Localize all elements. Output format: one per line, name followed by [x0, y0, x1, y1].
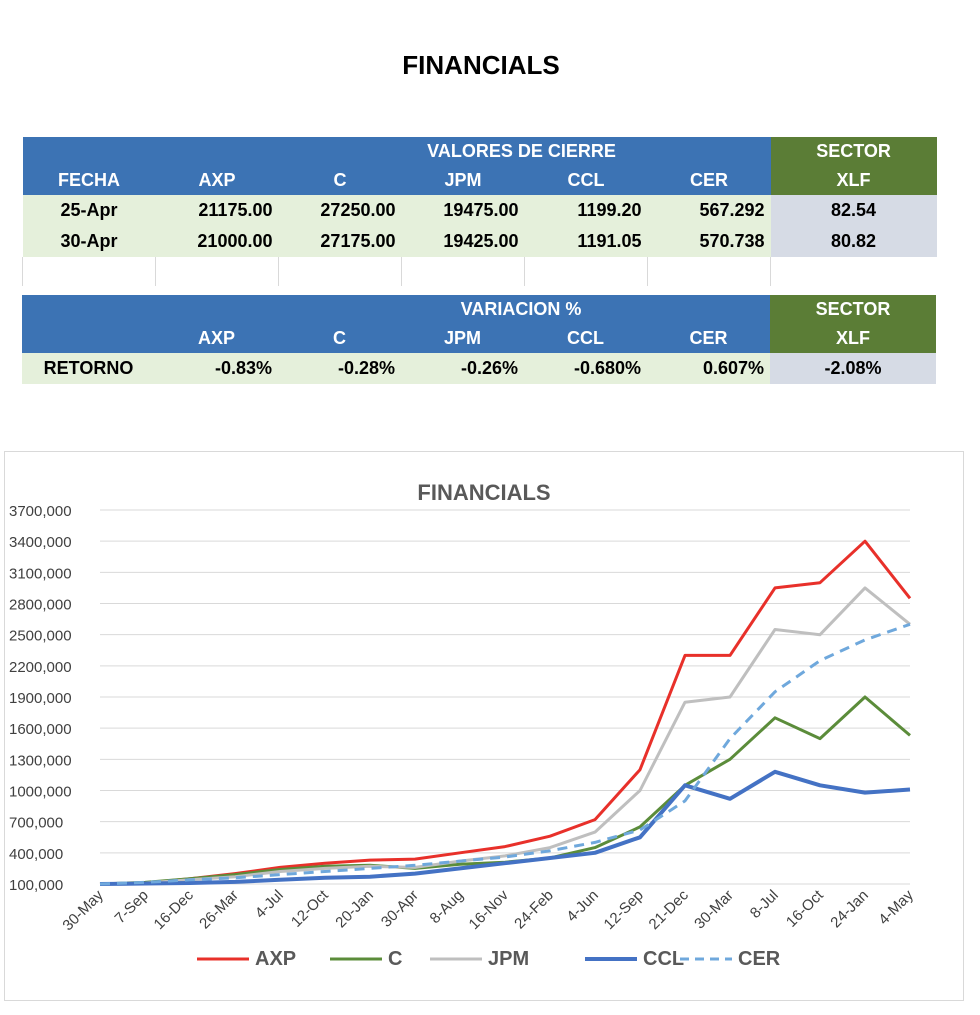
variation-group-header-row: VARIACION % SECTOR [22, 295, 936, 324]
line-chart: FINANCIALS 3700,000 3400,000 3100,000 2800,… [9, 480, 917, 970]
col-header-ccl: CCL [524, 324, 647, 353]
ccl-cell: -0.680% [524, 353, 647, 384]
xlf-cell: -2.08% [770, 353, 936, 384]
legend-label-axp: AXP [255, 948, 296, 970]
series-line-cer [99, 622, 911, 886]
variation-column-header-row: AXP C JPM CCL CER XLF [22, 324, 936, 353]
ccl-cell: 1199.20 [524, 195, 648, 226]
axp-cell: 21175.00 [155, 195, 279, 226]
y-tick-label: 1300,000 [9, 752, 72, 769]
date-cell: 25-Apr [22, 195, 156, 226]
closing-group-header: VALORES DE CIERRE [22, 137, 771, 166]
x-tick-label: 7-Sep [112, 887, 152, 927]
x-tick-label: 30-Apr [378, 887, 422, 931]
jpm-cell: 19475.00 [401, 195, 525, 226]
legend-label-ccl: CCL [643, 948, 684, 970]
y-tick-label: 3100,000 [9, 565, 72, 582]
legend-label-c: C [388, 948, 402, 970]
x-tick-label: 21-Dec [646, 886, 693, 933]
jpm-cell: -0.26% [401, 353, 524, 384]
col-header-jpm: JPM [401, 324, 524, 353]
closing-values-table: VALORES DE CIERRE SECTOR FECHA AXP C JPM… [22, 137, 937, 286]
x-tick-label: 30-Mar [691, 887, 737, 933]
xlf-cell: 80.82 [770, 226, 937, 257]
chart-title: FINANCIALS [417, 480, 550, 505]
col-header-cer: CER [647, 324, 770, 353]
x-tick-label: 4-May [875, 886, 917, 928]
y-tick-label: 700,000 [9, 815, 63, 832]
col-header-empty [22, 324, 155, 353]
chart-container: FINANCIALS 3700,000 3400,000 3100,000 2800,… [4, 451, 964, 1001]
variation-group-header: VARIACION % [22, 295, 770, 324]
c-cell: 27175.00 [278, 226, 402, 257]
x-tick-label: 20-Jan [332, 887, 376, 931]
axp-cell: 21000.00 [155, 226, 279, 257]
table-row: 25-Apr 21175.00 27250.00 19475.00 1199.2… [22, 195, 937, 226]
c-cell: -0.28% [278, 353, 401, 384]
variation-table: VARIACION % SECTOR AXP C JPM CCL CER XLF… [22, 295, 936, 384]
legend-label-cer: CER [738, 948, 781, 970]
col-header-axp: AXP [155, 324, 278, 353]
col-header-jpm: JPM [401, 166, 525, 195]
col-header-xlf: XLF [770, 324, 936, 353]
xlf-cell: 82.54 [770, 195, 937, 226]
retorno-label: RETORNO [22, 353, 155, 384]
y-tick-label: 1900,000 [9, 690, 72, 707]
y-tick-label: 100,000 [9, 877, 63, 894]
cer-cell: 567.292 [647, 195, 771, 226]
x-tick-label: 8-Jul [747, 887, 782, 922]
legend-label-jpm: JPM [488, 948, 529, 970]
y-tick-label: 1000,000 [9, 784, 72, 801]
x-tick-label: 12-Sep [601, 887, 647, 933]
c-cell: 27250.00 [278, 195, 402, 226]
closing-group-header-row: VALORES DE CIERRE SECTOR [22, 137, 937, 166]
axp-cell: -0.83% [155, 353, 278, 384]
y-tick-label: 2800,000 [9, 597, 72, 614]
x-tick-label: 30-May [59, 886, 107, 934]
col-header-axp: AXP [155, 166, 279, 195]
x-tick-label: 24-Jan [827, 887, 871, 931]
x-tick-label: 16-Nov [466, 886, 513, 933]
spacer-row [22, 257, 937, 286]
y-tick-label: 400,000 [9, 846, 63, 863]
y-tick-label: 2500,000 [9, 628, 72, 645]
page-title: FINANCIALS [402, 50, 560, 80]
table-row: 30-Apr 21000.00 27175.00 19425.00 1191.0… [22, 226, 937, 257]
x-tick-label: 12-Oct [288, 886, 332, 930]
y-tick-label: 2200,000 [9, 659, 72, 676]
y-tick-label: 1600,000 [9, 721, 72, 738]
col-header-c: C [278, 166, 402, 195]
y-tick-label: 3700,000 [9, 503, 72, 520]
x-tick-label: 4-Jun [563, 887, 602, 926]
col-header-fecha: FECHA [22, 166, 156, 195]
x-tick-label: 16-Dec [151, 886, 198, 933]
series-line-axp [99, 539, 912, 886]
col-header-xlf: XLF [770, 166, 937, 195]
variation-sector-header: SECTOR [770, 295, 936, 324]
x-tick-label: 8-Aug [427, 887, 467, 927]
series-line-ccl [99, 769, 911, 886]
x-tick-label: 24-Feb [511, 887, 557, 933]
x-tick-label: 26-Mar [196, 887, 242, 933]
col-header-c: C [278, 324, 401, 353]
col-header-cer: CER [647, 166, 771, 195]
jpm-cell: 19425.00 [401, 226, 525, 257]
x-tick-label: 16-Oct [783, 886, 827, 930]
date-cell: 30-Apr [22, 226, 156, 257]
cer-cell: 570.738 [647, 226, 771, 257]
x-tick-label: 4-Jul [252, 887, 287, 922]
series-line-jpm [99, 586, 911, 886]
y-tick-label: 3400,000 [9, 534, 72, 551]
cer-cell: 0.607% [647, 353, 770, 384]
col-header-ccl: CCL [524, 166, 648, 195]
table-row: RETORNO -0.83% -0.28% -0.26% -0.680% 0.6… [22, 353, 936, 384]
closing-sector-header: SECTOR [770, 137, 937, 166]
ccl-cell: 1191.05 [524, 226, 648, 257]
closing-column-header-row: FECHA AXP C JPM CCL CER XLF [22, 166, 937, 195]
